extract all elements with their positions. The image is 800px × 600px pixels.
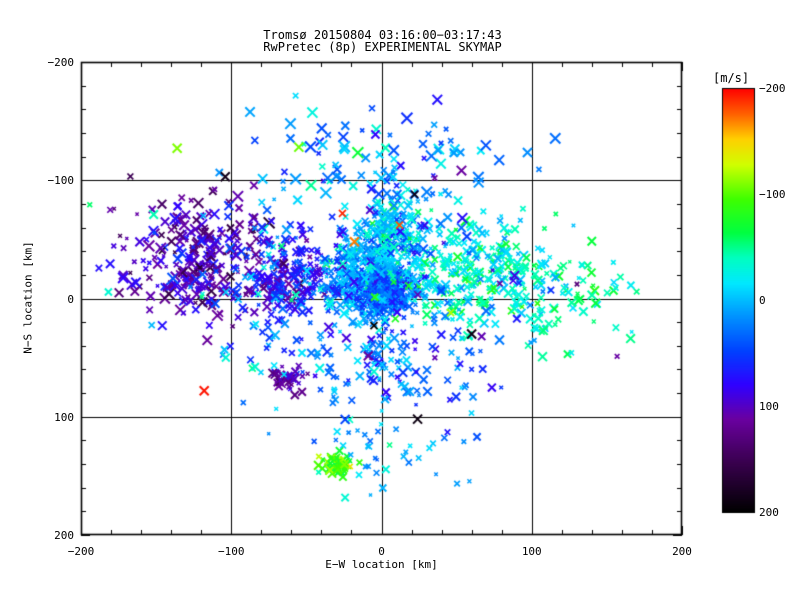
y-tick-label-1: 100 <box>54 410 74 424</box>
plot-title-line-1: Tromsø 20150804 03:16:00−03:17:43 <box>263 28 502 42</box>
colorbar-tick-label-1: 100 <box>759 400 779 413</box>
colorbar-tick-label-4: −200 <box>759 82 786 95</box>
x-tick-label-0: −200 <box>67 545 95 558</box>
x-tick-label-4: 200 <box>672 545 692 558</box>
plot-title-line-2: RwPretec (8p) EXPERIMENTAL SKYMAP <box>263 40 502 54</box>
colorbar-tick-label-3: −100 <box>759 188 786 201</box>
x-tick-label-2: 0 <box>378 545 385 558</box>
y-tick-label-2: 0 <box>67 292 74 306</box>
colorbar-tick-label-0: 200 <box>759 506 779 519</box>
y-tick-label-3: −100 <box>47 174 75 188</box>
colorbar-unit-label: [m/s] <box>713 71 750 85</box>
x-axis-label: E−W location [km] <box>325 558 438 571</box>
colorbar-tick-label-2: 0 <box>759 294 766 307</box>
y-tick-label-0: 200 <box>54 529 74 542</box>
x-tick-label-3: 100 <box>521 545 542 558</box>
y-tick-label-4: −200 <box>47 56 75 69</box>
x-tick-label-1: −100 <box>218 545 245 558</box>
